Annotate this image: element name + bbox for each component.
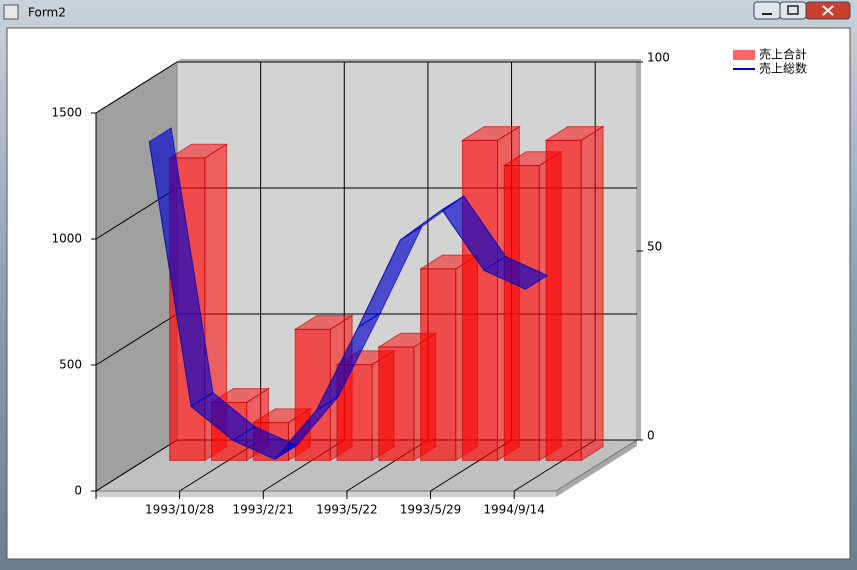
grid-line — [95, 439, 178, 492]
chart: 0 500 1000 1500 0 50 100 1993/10/28 1993/2/21 199… — [51, 47, 807, 517]
bar — [545, 139, 582, 461]
x-tick-label: 1993/2/21 — [233, 503, 295, 517]
bar — [420, 268, 457, 461]
bar — [378, 346, 415, 461]
x-tick-label: 1993/5/29 — [400, 503, 462, 517]
back-wall-edge — [637, 59, 641, 440]
grid-line — [95, 61, 178, 114]
y2-tick-label: 0 — [647, 429, 655, 443]
minimize-button[interactable] — [753, 1, 781, 20]
window-icon — [3, 4, 19, 20]
y-tick-label: 0 — [74, 484, 82, 498]
bar — [461, 139, 499, 461]
x-tick-label: 1993/10/28 — [145, 503, 214, 517]
legend-swatch — [733, 50, 755, 60]
y-tick-label: 1000 — [51, 232, 82, 246]
grid-line — [95, 313, 178, 366]
y-tick-label: 1500 — [51, 106, 82, 120]
bar-side — [580, 125, 604, 462]
maximize-glyph — [787, 5, 799, 15]
left-wall — [95, 61, 178, 492]
y2-tick-label: 100 — [647, 51, 670, 65]
back-wall-edge — [177, 59, 641, 62]
window-title: Form2 — [28, 6, 66, 20]
floor-edge — [96, 491, 556, 497]
y2-tick-label: 50 — [647, 240, 662, 254]
close-glyph — [822, 5, 834, 16]
bar — [503, 165, 540, 461]
line — [148, 141, 526, 460]
legend-label: 売上総数 — [759, 61, 807, 76]
x-tick-label: 1993/5/22 — [316, 503, 378, 517]
legend-label: 売上合計 — [759, 47, 807, 62]
y-tick-label: 500 — [59, 358, 82, 372]
x-tick-label: 1994/9/14 — [483, 503, 545, 517]
floor-edge — [556, 440, 637, 497]
maximize-button[interactable] — [779, 1, 807, 20]
